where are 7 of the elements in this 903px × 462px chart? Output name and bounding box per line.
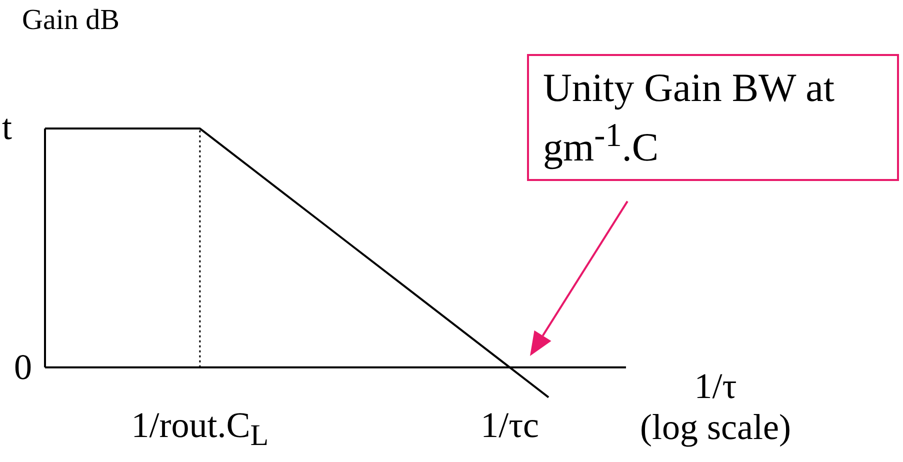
text: 0 [14,346,32,388]
text: t [2,106,12,148]
annotation: Unity Gain BW at gm$^{-1}$.C [527,54,899,182]
x-tick-label: 1/τc [480,404,540,446]
x-axis-title: 1/τ (log scale) [640,366,791,449]
y-axis-title: Gain dB [22,4,120,37]
x-tick-label: 1/rout.C$_{L}$ [131,404,269,454]
